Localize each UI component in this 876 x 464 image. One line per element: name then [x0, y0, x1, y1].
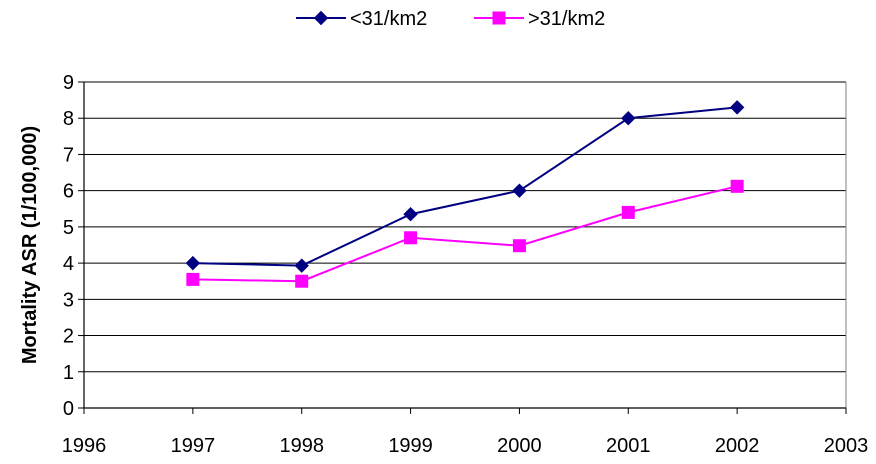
y-tick-label: 8 [63, 108, 74, 130]
data-point [621, 205, 635, 219]
legend-label: <31/km2 [350, 8, 427, 30]
legend-label: >31/km2 [528, 8, 605, 30]
x-tick-label: 2002 [715, 435, 760, 457]
x-tick-label: 2001 [606, 435, 651, 457]
series-2 [186, 179, 744, 288]
y-tick-label: 0 [63, 398, 74, 420]
x-tick-label: 1996 [62, 435, 107, 457]
y-tick-label: 3 [63, 289, 74, 311]
y-tick-label: 7 [63, 144, 74, 166]
data-point [729, 100, 745, 115]
data-point [621, 111, 636, 126]
y-tick-label: 6 [63, 181, 74, 203]
legend-marker [313, 10, 329, 26]
y-axis-label: Mortality ASR (1/100,000) [19, 126, 41, 364]
data-point [730, 179, 744, 193]
x-tick-label: 1997 [171, 435, 216, 457]
data-point [403, 207, 418, 222]
data-point [185, 255, 201, 271]
gridlines [84, 81, 846, 373]
y-tick-label: 5 [63, 217, 74, 239]
data-point [186, 272, 200, 286]
legend-marker [492, 11, 506, 25]
series-1 [185, 100, 745, 273]
data-point [294, 258, 309, 273]
tick-labels: 0 1 2 3 4 5 6 7 8 9 1996 1997 1998 1999 2000 2001 2002 20… [62, 72, 869, 457]
y-tick-label: 2 [63, 326, 74, 348]
series-line [192, 106, 738, 267]
data-point [295, 274, 309, 288]
x-tick-label: 1999 [388, 435, 433, 457]
legend: <31/km2 >31/km2 [296, 8, 605, 30]
x-tick-label: 2000 [497, 435, 542, 457]
x-tick-label: 2003 [824, 435, 869, 457]
series-line [192, 185, 738, 283]
x-tick-label: 1998 [279, 435, 324, 457]
legend-item-1: <31/km2 [296, 8, 427, 30]
data-point [404, 231, 418, 245]
y-tick-label: 1 [63, 362, 74, 384]
legend-item-2: >31/km2 [474, 8, 605, 30]
series-group [185, 100, 745, 288]
y-tick-label: 4 [63, 253, 74, 275]
data-point [512, 239, 526, 253]
data-point [512, 183, 527, 198]
axes [78, 81, 847, 414]
y-tick-label: 9 [63, 72, 74, 94]
